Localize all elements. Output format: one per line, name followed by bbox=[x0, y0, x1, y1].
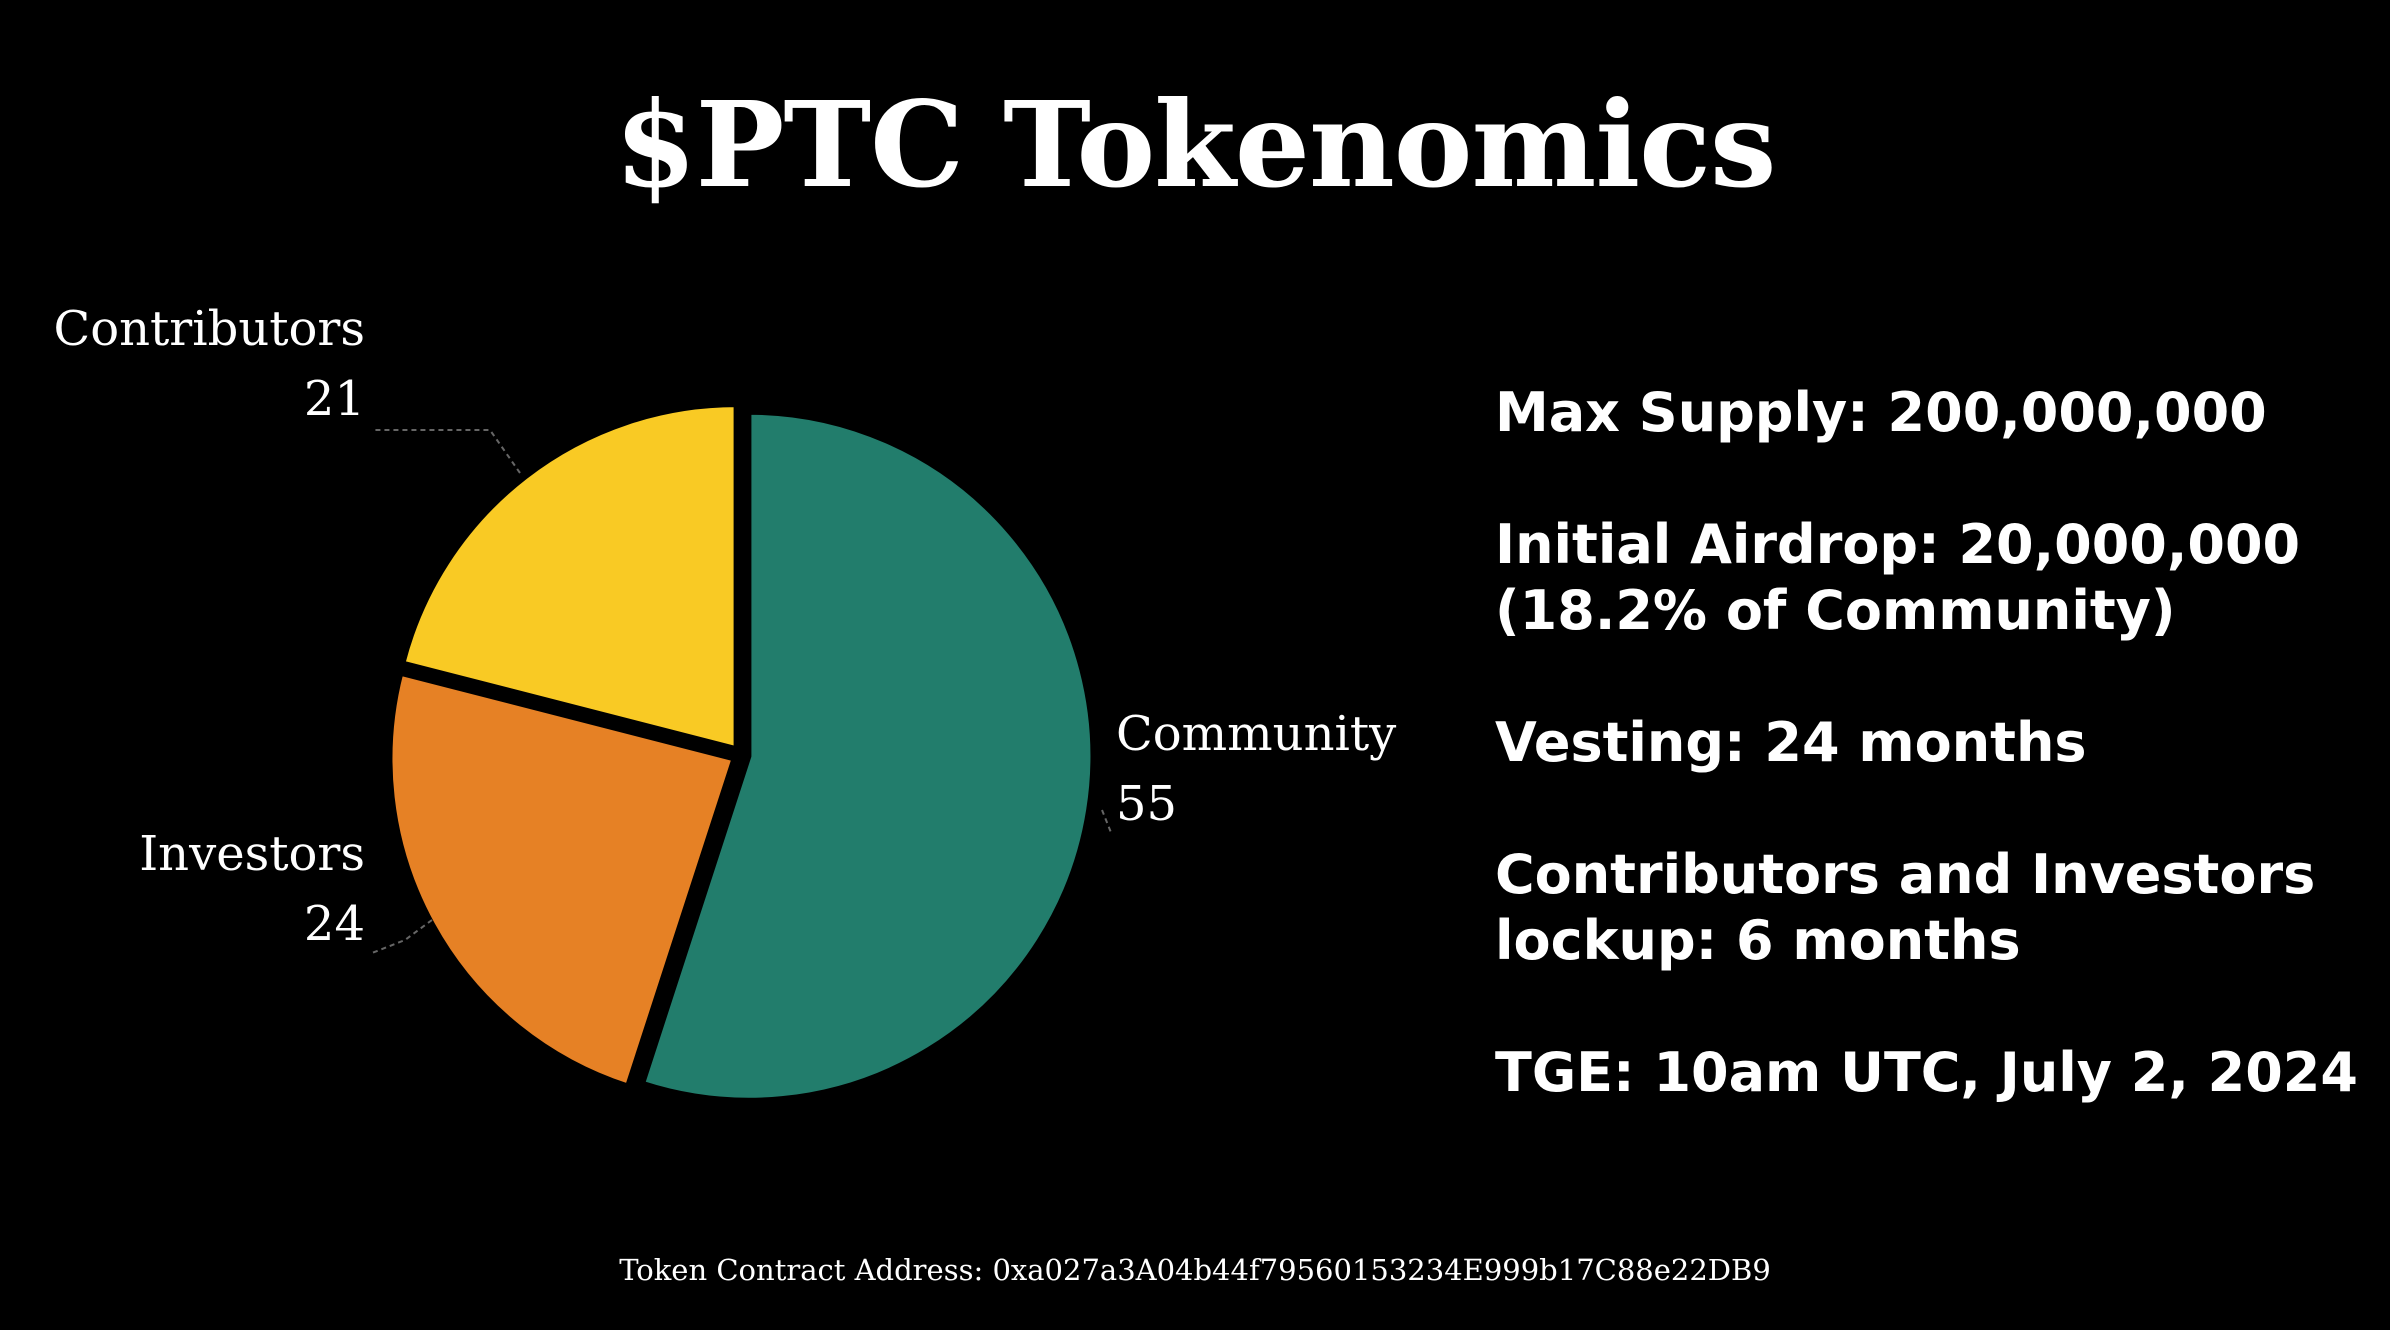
leader-line-contributors bbox=[372, 429, 521, 474]
slice-value-contributors: 21 bbox=[304, 371, 365, 427]
page-title: $PTC Tokenomics bbox=[614, 75, 1777, 214]
airdrop-percentage-line: (18.2% of Community) bbox=[1495, 579, 2176, 642]
pie-slice-investors bbox=[387, 670, 737, 1089]
initial-airdrop-text: Initial Airdrop: 20,000,000 (18.2% of Co… bbox=[1495, 512, 2365, 644]
slice-label-contributors: Contributors bbox=[53, 301, 365, 357]
leader-line-investors bbox=[371, 919, 433, 954]
pie-slice-community bbox=[640, 409, 1096, 1103]
lockup-line-2: lockup: 6 months bbox=[1495, 909, 2021, 972]
contract-address: Token Contract Address: 0xa027a3A04b44f7… bbox=[619, 1253, 1771, 1287]
slice-value-investors: 24 bbox=[304, 896, 365, 952]
leader-line-community bbox=[1101, 809, 1113, 836]
lockup-line-1: Contributors and Investors bbox=[1495, 843, 2316, 906]
max-supply-text: Max Supply: 200,000,000 bbox=[1495, 381, 2267, 444]
lockup-text: Contributors and Investors lockup: 6 mon… bbox=[1495, 842, 2365, 974]
pie-center-dot bbox=[732, 746, 750, 764]
pie-chart: Community 55 Investors 24 Contributors 21 bbox=[53, 301, 1397, 1103]
pie-slice-contributors bbox=[400, 402, 739, 752]
vesting-text: Vesting: 24 months bbox=[1495, 711, 2087, 774]
slice-value-community: 55 bbox=[1116, 776, 1177, 832]
initial-airdrop-line: Initial Airdrop: 20,000,000 bbox=[1495, 513, 2301, 576]
slice-label-investors: Investors bbox=[139, 826, 365, 882]
tge-text: TGE: 10am UTC, July 2, 2024 bbox=[1495, 1041, 2358, 1104]
slice-label-community: Community bbox=[1116, 706, 1396, 762]
token-info-panel: Max Supply: 200,000,000 Initial Airdrop:… bbox=[1495, 380, 2365, 1172]
